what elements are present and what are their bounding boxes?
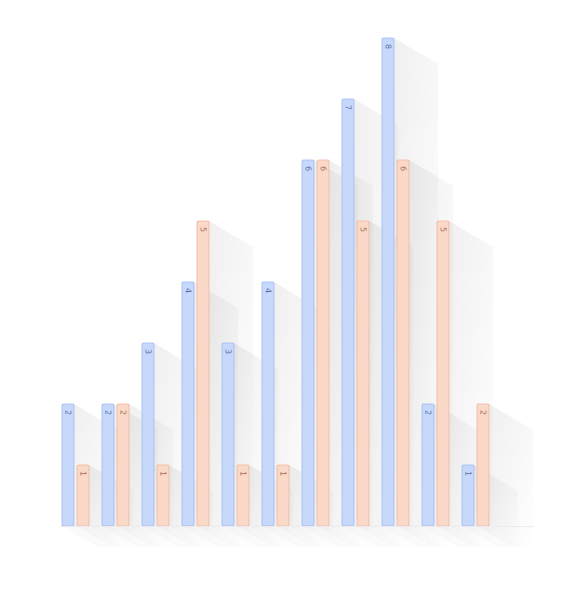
data-label: 6: [304, 166, 313, 171]
data-label: 1: [159, 471, 168, 476]
bar-series-0-cat-7[interactable]: [341, 98, 355, 527]
bar-series-0-cat-9[interactable]: [421, 403, 435, 527]
bar-series-0-cat-8[interactable]: [381, 37, 395, 527]
data-label: 2: [64, 410, 73, 415]
data-label: 1: [279, 471, 288, 476]
data-label: 2: [104, 410, 113, 415]
bar-series-1-cat-10[interactable]: [476, 403, 490, 527]
data-labels-group: 2 2 3 4 3 4 6 7 8 2 1 1 2 1 5 1 1 6 5 6 5 2: [64, 44, 488, 476]
data-label: 3: [144, 349, 153, 354]
bar-series-0-cat-6[interactable]: [301, 159, 315, 527]
bar-shadow: [489, 404, 533, 552]
data-label: 1: [239, 471, 248, 476]
data-label: 5: [439, 227, 448, 232]
data-label: 8: [384, 44, 393, 49]
data-label: 7: [344, 105, 353, 110]
bar-series-1-cat-8[interactable]: [396, 159, 410, 527]
bar-series-0-cat-2[interactable]: [141, 342, 155, 527]
data-label: 2: [119, 410, 128, 415]
data-label: 5: [199, 227, 208, 232]
data-label: 1: [464, 471, 473, 476]
data-label: 3: [224, 349, 233, 354]
data-label: 6: [399, 166, 408, 171]
bar-series-0-cat-4[interactable]: [221, 342, 235, 527]
data-label: 4: [264, 288, 273, 293]
data-label: 2: [424, 410, 433, 415]
bar-series-0-cat-3[interactable]: [181, 281, 195, 527]
bar-series-0-cat-0[interactable]: [61, 403, 75, 527]
bars-group: [61, 37, 490, 527]
data-label: 2: [479, 410, 488, 415]
bar-series-0-cat-1[interactable]: [101, 403, 115, 527]
data-label: 5: [359, 227, 368, 232]
data-label: 4: [184, 288, 193, 293]
data-label: 6: [319, 166, 328, 171]
bar-series-1-cat-9[interactable]: [436, 220, 450, 527]
data-label: 1: [79, 471, 88, 476]
bar-series-1-cat-7[interactable]: [356, 220, 370, 527]
bar-series-1-cat-3[interactable]: [196, 220, 210, 527]
bar-series-1-cat-6[interactable]: [316, 159, 330, 527]
bar-series-1-cat-1[interactable]: [116, 403, 130, 527]
bar-series-0-cat-5[interactable]: [261, 281, 275, 527]
